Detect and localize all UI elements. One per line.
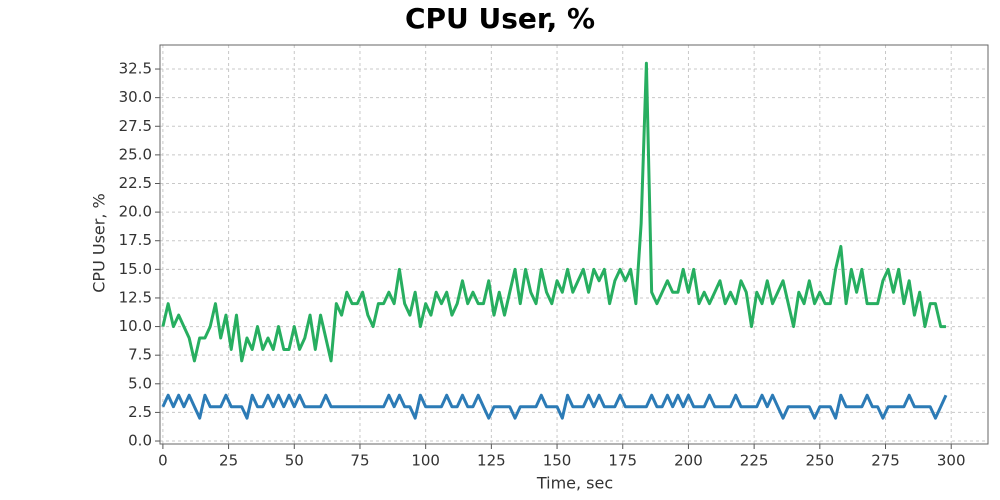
y-tick-label: 30.0 [119,88,152,106]
x-tick-label: 225 [740,452,769,470]
y-tick-label: 10.0 [119,317,152,335]
y-tick-label: 27.5 [119,117,152,135]
y-tick-label: 12.5 [119,288,152,306]
x-tick-label: 25 [219,452,238,470]
x-tick-label: 0 [158,452,168,470]
x-tick-label: 75 [350,452,369,470]
x-tick-label: 50 [285,452,304,470]
chart-title: CPU User, % [405,2,595,35]
series-line [161,393,948,420]
y-tick-label: 22.5 [119,174,152,192]
x-tick-label: 175 [608,452,637,470]
x-tick-label: 100 [411,452,440,470]
x-tick-label: 125 [477,452,506,470]
x-tick-label: 200 [674,452,703,470]
plot-frame [159,44,989,445]
y-tick-label: 2.5 [128,403,152,421]
y-tick-label: 17.5 [119,231,152,249]
y-tick-label: 0.0 [128,432,152,450]
y-tick-label: 5.0 [128,374,152,392]
y-tick-label: 25.0 [119,145,152,163]
x-tick-label: 300 [937,452,966,470]
y-tick-label: 20.0 [119,203,152,221]
x-axis-label: Time, sec [536,474,613,493]
x-tick-label: 250 [806,452,835,470]
y-tick-label: 32.5 [119,60,152,78]
series-line [161,61,946,363]
y-axis-label: CPU User, % [90,193,109,292]
y-tick-label: 7.5 [128,346,152,364]
x-tick-label: 275 [871,452,900,470]
y-tick-label: 15.0 [119,260,152,278]
x-tick-label: 150 [543,452,572,470]
